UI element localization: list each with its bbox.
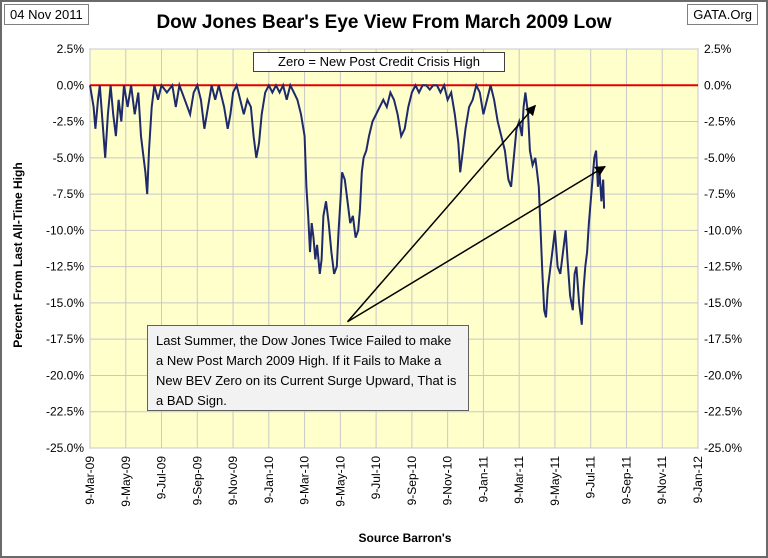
y-tick-label-right: -22.5%: [704, 405, 742, 419]
y-axis-right: 2.5% 0.0% -2.5% -5.0% -7.5% -10.0% -12.5% -15.0…: [704, 42, 742, 455]
x-tick-label: 9-Sep-10: [405, 456, 419, 506]
y-tick-label-left: -7.5%: [53, 187, 85, 201]
y-tick-label-left: -17.5%: [46, 332, 84, 346]
x-tick-label: 9-Mar-09: [83, 456, 97, 505]
y-tick-label-left: -15.0%: [46, 296, 84, 310]
y-tick-label-right: -5.0%: [704, 151, 736, 165]
y-tick-label-right: 2.5%: [704, 42, 732, 56]
annotation-arrow: [347, 165, 606, 323]
x-tick-label: 9-Jan-10: [262, 456, 276, 504]
x-tick-label: 9-Nov-10: [441, 456, 455, 506]
date-label: 04 Nov 2011: [4, 4, 89, 25]
chart-title: Dow Jones Bear's Eye View From March 200…: [156, 12, 612, 33]
x-tick-label: 9-May-11: [548, 456, 562, 506]
x-axis: 9-Mar-09 9-May-09 9-Jul-09 9-Sep-09 9-Nov-09…: [83, 456, 705, 507]
y-axis-label: Percent From Last All-Time High: [11, 162, 25, 347]
y-tick-label-left: -25.0%: [46, 441, 84, 455]
y-tick-label-right: -12.5%: [704, 260, 742, 274]
x-tick-label: 9-Jul-09: [155, 456, 169, 500]
x-tick-label: 9-Jul-10: [369, 456, 383, 500]
y-tick-label-left: -20.0%: [46, 368, 84, 382]
x-tick-label: 9-Sep-09: [190, 456, 204, 506]
y-tick-label-left: -10.0%: [46, 223, 84, 237]
y-tick-label-right: -17.5%: [704, 332, 742, 346]
x-tick-label: 9-May-09: [119, 456, 133, 507]
x-tick-label: 9-Nov-09: [226, 456, 240, 506]
y-tick-label-left: 0.0%: [57, 78, 85, 92]
y-tick-label-left: -22.5%: [46, 405, 84, 419]
y-tick-label-right: 0.0%: [704, 78, 732, 92]
y-tick-label-right: -2.5%: [704, 115, 736, 129]
y-tick-label-left: 2.5%: [57, 42, 85, 56]
x-tick-label: 9-Jan-12: [691, 456, 705, 504]
annotation-arrows: [346, 104, 606, 323]
y-tick-label-left: -2.5%: [53, 115, 85, 129]
y-tick-label-right: -10.0%: [704, 223, 742, 237]
annotation-note: Last Summer, the Dow Jones Twice Failed …: [147, 325, 469, 411]
y-tick-label-right: -25.0%: [704, 441, 742, 455]
source-site-label: GATA.Org: [687, 4, 758, 25]
legend-note: Zero = New Post Credit Crisis High: [253, 52, 505, 72]
annotation-arrow: [346, 104, 536, 323]
y-axis-left: 2.5% 0.0% -2.5% -5.0% -7.5% -10.0% -12.5% -15.0…: [46, 42, 84, 455]
y-tick-label-right: -15.0%: [704, 296, 742, 310]
y-tick-label-right: -7.5%: [704, 187, 736, 201]
x-tick-label: 9-Jan-11: [476, 456, 490, 503]
x-tick-label: 9-Mar-10: [298, 456, 312, 505]
series-line-dow-jones-bev: [89, 81, 606, 325]
x-tick-label: 9-Jul-11: [584, 456, 598, 499]
x-tick-label: 9-Sep-11: [619, 456, 633, 505]
x-tick-label: 9-May-10: [333, 456, 347, 507]
x-tick-label: 9-Nov-11: [655, 456, 669, 505]
y-tick-label-left: -12.5%: [46, 260, 84, 274]
y-tick-label-left: -5.0%: [53, 151, 85, 165]
y-tick-label-right: -20.0%: [704, 368, 742, 382]
x-tick-label: 9-Mar-11: [512, 456, 526, 504]
x-axis-label: Source Barron's: [359, 531, 452, 545]
